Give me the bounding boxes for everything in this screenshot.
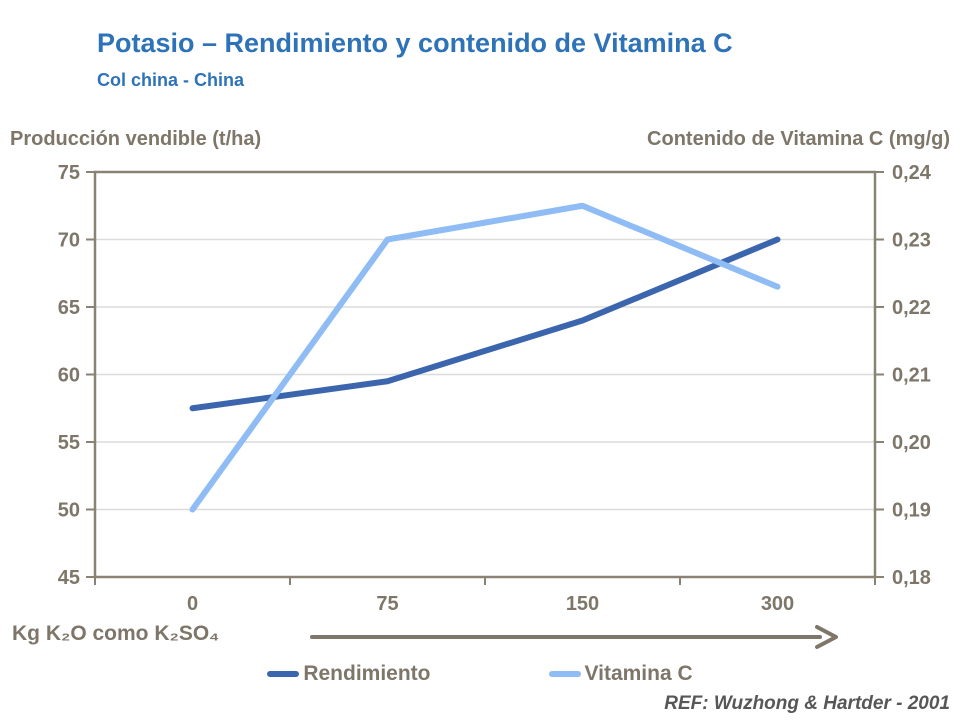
legend-item-vitamina-c: Vitamina C [548, 662, 693, 686]
x-tick-label: 300 [761, 593, 794, 615]
right-y-tick-label: 0,22 [892, 297, 931, 319]
series-line-rendimiento [189, 236, 781, 412]
right-y-tick-label: 0,24 [892, 162, 932, 184]
left-y-tick-label: 45 [58, 567, 80, 589]
left-y-tick-label: 50 [58, 500, 80, 522]
x-axis-arrow-head-icon [815, 625, 838, 649]
chart-legend: Rendimiento Vitamina C [0, 660, 960, 688]
page-title: Potasio – Rendimiento y contenido de Vit… [97, 28, 733, 58]
right-y-tick-label: 0,19 [892, 500, 931, 522]
right-y-tick-label: 0,23 [892, 230, 931, 252]
left-y-tick-label: 55 [58, 432, 80, 454]
x-tick-label: 75 [376, 593, 398, 615]
left-y-tick-label: 75 [58, 162, 80, 184]
reference-text: REF: Wuzhong & Hartder - 2001 [664, 693, 950, 714]
right-y-tick-label: 0,18 [892, 567, 931, 589]
left-y-tick-label: 65 [58, 297, 80, 319]
right-y-tick-label: 0,21 [892, 365, 931, 387]
x-tick-label: 0 [187, 593, 198, 615]
rendimiento-line-swatch-icon [267, 671, 300, 677]
left-y-tick-label: 60 [58, 365, 80, 387]
series-line-vitamina-c [189, 202, 781, 513]
left-axis-title: Producción vendible (t/ha) [10, 128, 262, 150]
x-tick-label: 150 [566, 593, 599, 615]
vitamina-c-line-swatch-icon [548, 671, 581, 677]
x-axis-caption: Kg K₂O como K₂SO₄ [12, 622, 220, 645]
legend-label-rendimiento: Rendimiento [303, 662, 431, 685]
right-y-tick-label: 0,20 [892, 432, 931, 454]
legend-item-rendimiento: Rendimiento [267, 662, 431, 686]
legend-label-vitamina-c: Vitamina C [584, 662, 693, 685]
left-y-tick-label: 70 [58, 230, 80, 252]
page-subtitle: Col china - China [97, 70, 245, 90]
right-axis-title: Contenido de Vitamina C (mg/g) [647, 128, 950, 150]
